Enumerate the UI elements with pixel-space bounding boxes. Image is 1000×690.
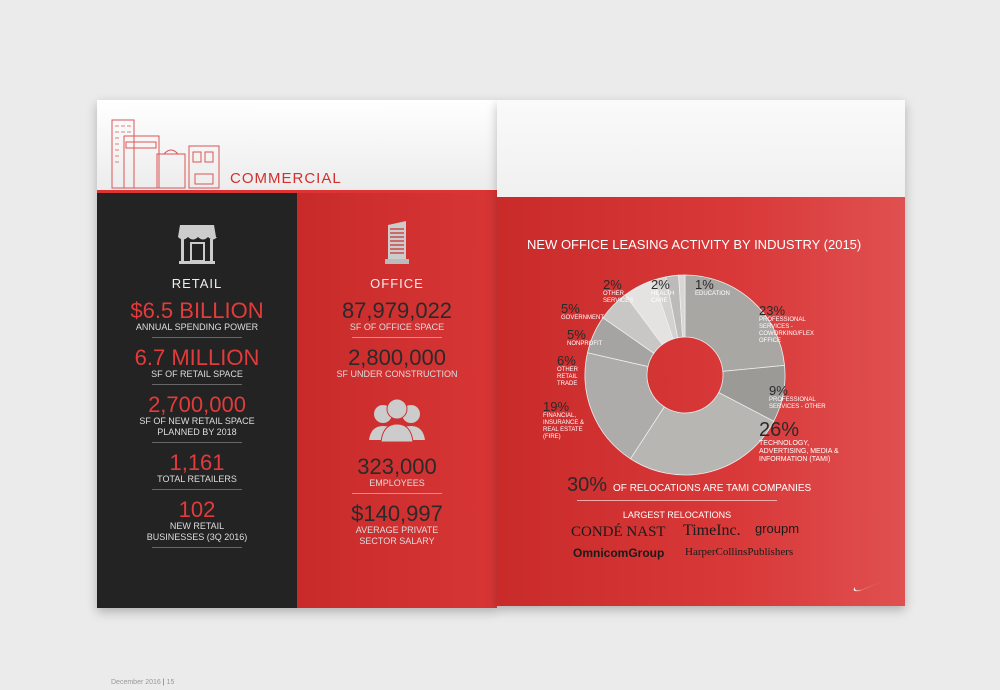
retail-stat: 102 NEW RETAIL BUSINESSES (3Q 2016) [97,498,297,548]
divider [152,384,242,385]
retail-panel: RETAIL $6.5 BILLION ANNUAL SPENDING POWER… [97,193,297,686]
header-band [497,100,905,197]
slice-label: 26% TECHNOLOGY, ADVERTISING, MEDIA & INFO… [759,420,849,464]
slice-value: 23% [759,303,786,318]
retail-stat: $6.5 BILLION ANNUAL SPENDING POWER [97,299,297,338]
stat-value: 87,979,022 [341,298,453,323]
conde-nast-logo: CONDÉ NAST [571,524,666,540]
slice-label: 9% PROFESSIONAL SERVICES - OTHER [769,384,834,411]
slice-name: GOVERNMENT [561,315,605,321]
groupm-logo: groupm [755,521,800,536]
stat-value: 323,000 [357,454,437,479]
slice-name: EDUCATION [695,291,730,297]
stat-value: 102 [178,497,216,522]
storefront-illustration-icon [111,119,220,189]
slice-label: 23% PROFESSIONAL SERVICES - COWORKING/FLE… [759,304,833,345]
retail-stat: 6.7 MILLION SF OF RETAIL SPACE [97,346,297,385]
page-number: 15 [166,679,175,686]
page-footer: December 2016 | 15 [111,679,174,686]
stat-value: 2,800,000 [348,345,446,370]
slice-label: 5% NONPROFIT [567,328,607,348]
omnicom-group-logo: OmnicomGroup [573,546,665,560]
stat-label: SF OF RETAIL SPACE [151,369,243,379]
donut-slice [684,274,785,372]
employees-icon [369,398,425,443]
left-page: COMMERCIAL RETAIL $6.5 BILLION ANNUAL SPE… [97,100,497,686]
relocation-stat: 30% OF RELOCATIONS ARE TAMI COMPANIES [567,474,811,497]
retail-heading: RETAIL [171,276,223,291]
largest-relocations-label: LARGEST RELOCATIONS [622,510,732,520]
retail-stat: 1,161 TOTAL RETAILERS [97,451,297,490]
slice-value: 5% [561,301,580,316]
office-stat: 2,800,000 SF UNDER CONSTRUCTION [297,346,497,380]
stat-value: 6.7 MILLION [134,345,260,370]
office-stat: $140,997 AVERAGE PRIVATE SECTOR SALARY [297,502,497,547]
retail-stat: 2,700,000 SF OF NEW RETAIL SPACE PLANNED … [97,393,297,443]
slice-name: PROFESSIONAL SERVICES - COWORKING/FLEX O… [759,317,815,344]
slice-value: 6% [557,353,576,368]
slice-name: FINANCIAL, INSURANCE & REAL ESTATE (FIRE… [543,413,585,440]
divider [152,489,242,490]
stat-label: SF OF OFFICE SPACE [349,322,445,332]
slice-label: 2% OTHER SERVICES [603,278,641,305]
slice-name: OTHER SERVICES [603,291,634,304]
slice-label: 1% EDUCATION [695,278,737,298]
slice-name: PROFESSIONAL SERVICES - OTHER [769,397,826,410]
divider [352,493,442,494]
relocation-value: 30% [567,474,608,496]
divider [152,337,242,338]
relocation-text: OF RELOCATIONS ARE TAMI COMPANIES [613,483,812,494]
stat-label: SF UNDER CONSTRUCTION [336,369,458,379]
stat-value: $140,997 [351,501,443,526]
slice-value: 2% [651,277,670,292]
slice-label: 2% HEALTH CARE [651,278,683,305]
divider [352,337,442,338]
slice-name: HEALTH CARE [651,291,675,304]
office-stat: 87,979,022 SF OF OFFICE SPACE [297,299,497,338]
stat-value: 2,700,000 [148,392,246,417]
slice-label: 19% FINANCIAL, INSURANCE & REAL ESTATE (F… [543,400,593,441]
stat-label: SF OF NEW RETAIL SPACE PLANNED BY 2018 [139,416,255,437]
stat-value: 1,161 [169,450,225,475]
divider [577,500,777,501]
storefront-icon [178,225,217,264]
slice-name: OTHER RETAIL TRADE [557,367,578,387]
slice-value: 2% [603,277,622,292]
divider [97,190,497,193]
donut-chart [584,274,786,476]
divider [152,442,242,443]
time-inc-logo: TimeInc. [683,522,741,539]
office-stat: 323,000 EMPLOYEES [297,455,497,494]
footer-date: December 2016 [111,679,161,686]
office-building-icon [385,221,409,264]
donut-slice [629,392,775,476]
stat-label: NEW RETAIL BUSINESSES (3Q 2016) [146,521,248,542]
divider [152,547,242,548]
slice-value: 26% [759,419,800,441]
office-heading: OFFICE [370,276,424,291]
section-title: COMMERCIAL [230,170,342,187]
right-page: NEW OFFICE LEASING ACTIVITY BY INDUSTRY … [497,100,905,606]
chart-title: NEW OFFICE LEASING ACTIVITY BY INDUSTRY … [527,237,862,252]
office-panel: OFFICE 87,979,022 SF OF OFFICE SPACE 2,80… [297,193,497,608]
header-band: COMMERCIAL [97,100,497,190]
stat-label: ANNUAL SPENDING POWER [135,322,259,332]
slice-label: 6% OTHER RETAIL TRADE [557,354,597,388]
stat-label: TOTAL RETAILERS [157,474,237,484]
slice-value: 9% [769,383,788,398]
slice-name: NONPROFIT [567,341,603,347]
stat-value: $6.5 BILLION [130,298,264,323]
slice-value: 19% [543,399,570,414]
slice-name: TECHNOLOGY, ADVERTISING, MEDIA & INFORMA… [759,440,839,463]
footer-separator: | [162,679,165,686]
swoosh-logo-icon [853,581,884,592]
slice-label: 5% GOVERNMENT [561,302,606,322]
slice-value: 5% [567,327,586,342]
harpercollins-logo: HarperCollinsPublishers [685,546,794,558]
donut-slice [584,352,665,460]
stat-label: EMPLOYEES [369,478,425,488]
stat-label: AVERAGE PRIVATE SECTOR SALARY [355,525,439,546]
donut-slice [678,274,686,338]
slice-value: 1% [695,277,714,292]
